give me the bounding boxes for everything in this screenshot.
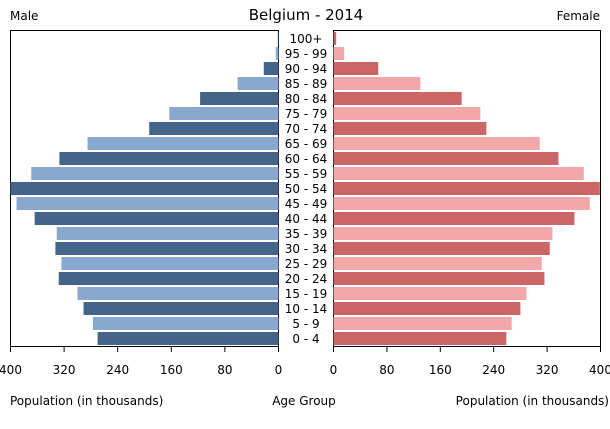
female-bar — [333, 32, 337, 45]
female-bar — [333, 287, 527, 300]
age-group-label: 70 - 74 — [285, 122, 328, 136]
age-group-label: 20 - 24 — [285, 272, 328, 286]
female-x-tick-label: 240 — [482, 363, 505, 377]
female-bar — [333, 257, 542, 270]
age-group-label: 25 - 29 — [285, 257, 328, 271]
female-bar — [333, 182, 600, 195]
age-group-label: 60 - 64 — [285, 152, 328, 166]
female-bar — [333, 167, 584, 180]
male-bar — [275, 47, 279, 60]
female-x-tick-label: 0 — [330, 363, 338, 377]
male-bar — [237, 77, 279, 90]
female-bar — [333, 152, 559, 165]
male-bar — [277, 32, 279, 45]
male-x-tick-label: 320 — [53, 363, 76, 377]
female-bar — [333, 47, 345, 60]
age-group-label: 90 - 94 — [285, 62, 328, 76]
age-group-label: 10 - 14 — [285, 302, 328, 316]
male-bar — [83, 302, 279, 315]
female-bar — [333, 77, 421, 90]
female-bar — [333, 197, 590, 210]
age-group-label: 85 - 89 — [285, 77, 328, 91]
male-bar — [200, 92, 279, 105]
male-bar — [59, 152, 279, 165]
chart-title: Belgium - 2014 — [249, 6, 364, 24]
female-bar — [333, 272, 545, 285]
female-bar — [333, 227, 553, 240]
male-bar — [97, 332, 279, 345]
age-group-label: 55 - 59 — [285, 167, 328, 181]
female-bar — [333, 332, 507, 345]
male-bar — [58, 272, 279, 285]
female-bar — [333, 317, 512, 330]
age-group-label: 15 - 19 — [285, 287, 328, 301]
male-x-tick-label: 80 — [217, 363, 232, 377]
age-group-label: 5 - 9 — [292, 317, 319, 331]
male-bar — [55, 242, 279, 255]
age-group-label: 65 - 69 — [285, 137, 328, 151]
male-bar — [31, 167, 279, 180]
age-group-label: 0 - 4 — [292, 332, 319, 346]
female-x-tick-label: 320 — [536, 363, 559, 377]
male-x-tick-label: 0 — [275, 363, 283, 377]
female-bar — [333, 137, 540, 150]
female-bar — [333, 62, 379, 75]
male-label: Male — [10, 9, 38, 23]
female-bar — [333, 122, 487, 135]
female-bar — [333, 107, 481, 120]
male-bar — [149, 122, 279, 135]
male-bar — [16, 197, 279, 210]
x-axis-label-right: Population (in thousands) — [456, 394, 609, 408]
age-group-label: 45 - 49 — [285, 197, 328, 211]
age-group-label: 75 - 79 — [285, 107, 328, 121]
female-x-tick-label: 400 — [589, 363, 610, 377]
male-bar — [169, 107, 279, 120]
male-x-tick-label: 400 — [0, 363, 22, 377]
male-bar — [92, 317, 279, 330]
male-bar — [87, 137, 279, 150]
female-bar — [333, 212, 575, 225]
x-axis-label-left: Population (in thousands) — [10, 394, 163, 408]
age-group-label: 100+ — [290, 32, 323, 46]
age-group-label: 40 - 44 — [285, 212, 328, 226]
age-group-label: 30 - 34 — [285, 242, 328, 256]
age-group-label: 50 - 54 — [285, 182, 328, 196]
male-bar — [77, 287, 279, 300]
age-group-label: 95 - 99 — [285, 47, 328, 61]
male-bar — [61, 257, 279, 270]
male-bar — [263, 62, 279, 75]
female-bar — [333, 92, 462, 105]
male-x-tick-label: 240 — [106, 363, 129, 377]
x-axis-label-center: Age Group — [272, 394, 336, 408]
male-bar — [10, 182, 279, 195]
male-bar — [34, 212, 279, 225]
female-x-tick-label: 160 — [429, 363, 452, 377]
age-group-label: 35 - 39 — [285, 227, 328, 241]
age-group-label: 80 - 84 — [285, 92, 328, 106]
female-bar — [333, 302, 521, 315]
female-x-tick-label: 80 — [379, 363, 394, 377]
male-x-tick-label: 160 — [160, 363, 183, 377]
male-bar — [56, 227, 279, 240]
female-label: Female — [557, 9, 600, 23]
female-bar — [333, 242, 550, 255]
